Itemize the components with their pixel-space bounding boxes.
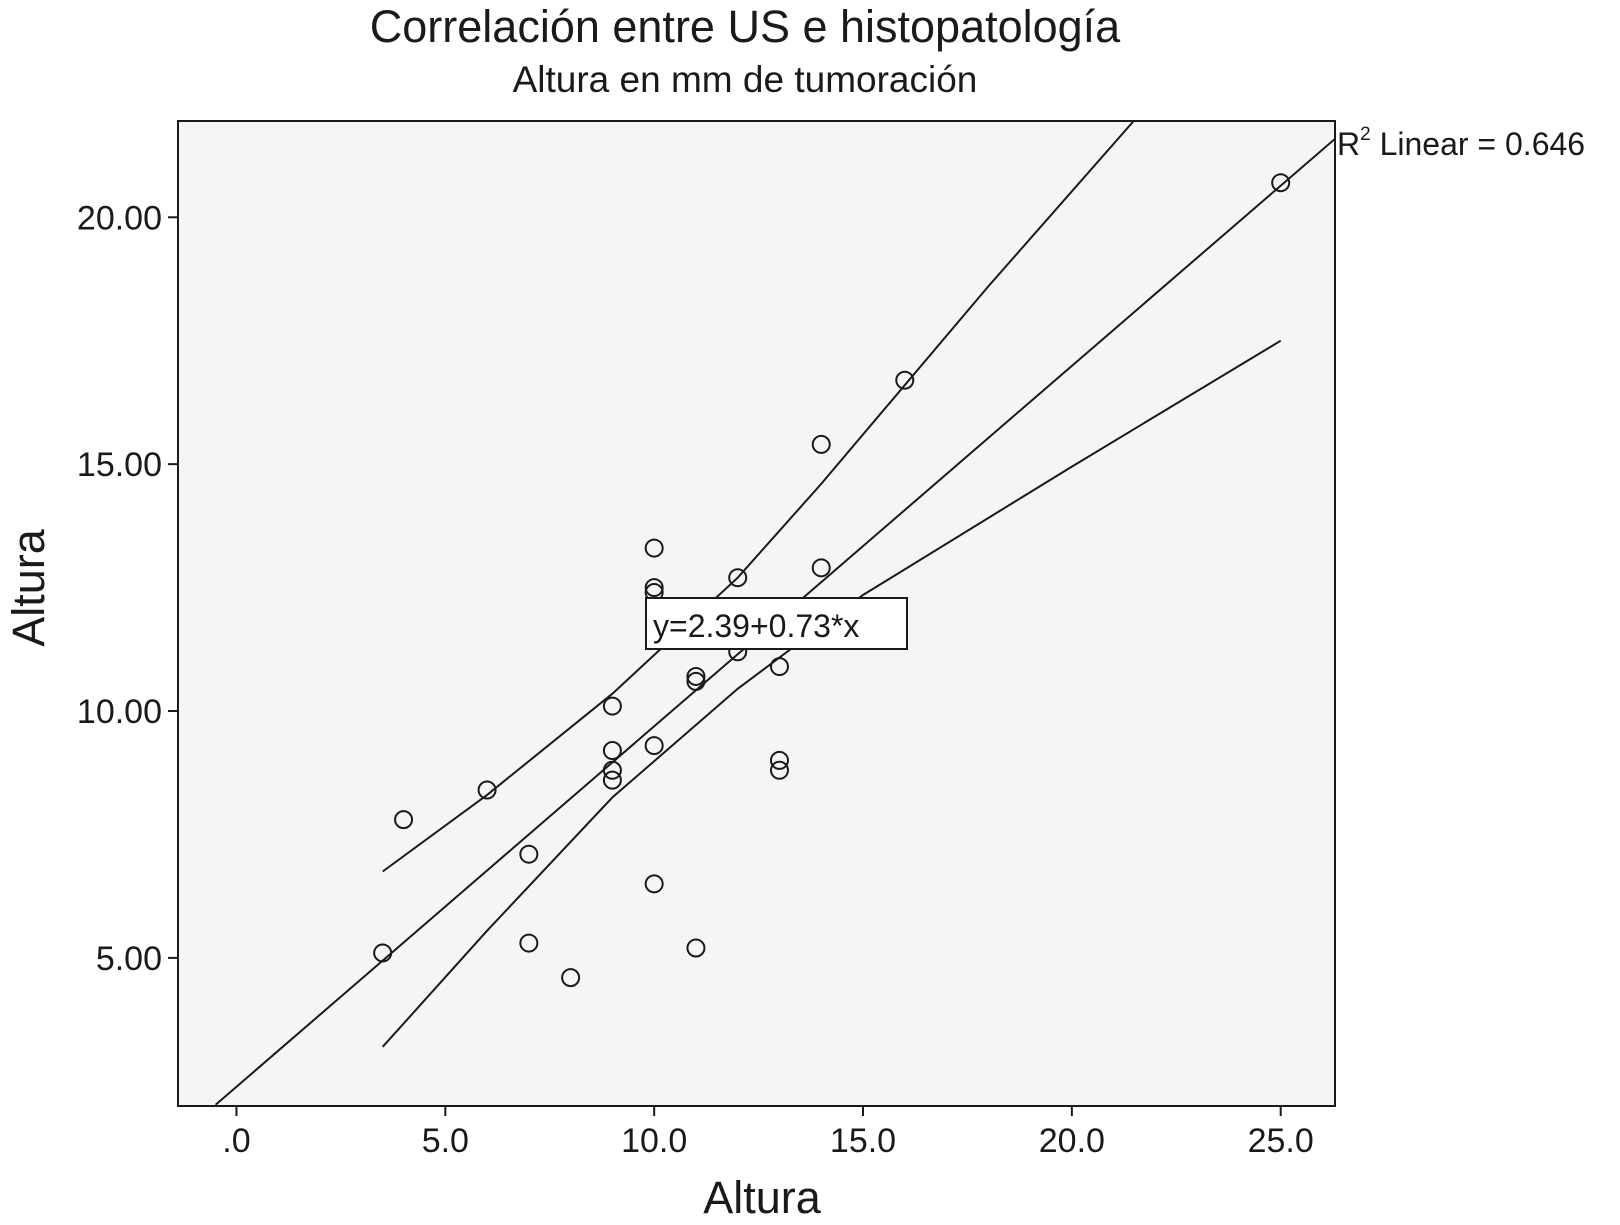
data-point: [686, 671, 706, 691]
data-point: [686, 666, 706, 686]
data-point: [895, 370, 915, 390]
data-point: [519, 933, 539, 953]
data-point: [769, 760, 789, 780]
x-tick-label: 25.0: [1248, 1122, 1314, 1160]
data-point: [769, 657, 789, 677]
y-tick-label: 5.00: [96, 940, 162, 978]
data-point: [728, 568, 748, 588]
x-axis: .0 5.0 10.0 15.0 20.0 25.0: [222, 1106, 1314, 1160]
x-axis-label: Altura: [703, 1172, 822, 1223]
plot-frame: [177, 120, 1336, 1107]
confidence-lower-line: [381, 339, 1282, 1048]
data-point: [602, 696, 622, 716]
data-point: [602, 760, 622, 780]
data-point: [394, 810, 414, 830]
equation-box: [645, 597, 908, 650]
x-tick-label: 10.0: [621, 1122, 687, 1160]
data-point: [1271, 173, 1291, 193]
y-axis: 5.00 10.00 15.00 20.00: [77, 199, 178, 978]
x-tick-label: 5.0: [422, 1122, 469, 1160]
y-tick-label: 20.00: [77, 199, 162, 237]
data-point: [644, 874, 664, 894]
data-point: [561, 968, 581, 988]
data-point: [477, 780, 497, 800]
data-point: [769, 750, 789, 770]
data-point: [644, 538, 664, 558]
data-point: [644, 578, 664, 598]
x-tick-label: .0: [222, 1122, 250, 1160]
data-points: [373, 173, 1291, 988]
r2-label: R2 Linear = 0.646: [1337, 124, 1585, 162]
chart-title: Correlación entre US e histopatología: [370, 1, 1121, 52]
x-tick-label: 20.0: [1039, 1122, 1105, 1160]
y-axis-label: Altura: [3, 528, 54, 647]
x-tick-label: 15.0: [830, 1122, 896, 1160]
data-point: [602, 741, 622, 761]
r2-suffix: Linear = 0.646: [1371, 126, 1585, 162]
data-point: [602, 770, 622, 790]
data-point: [811, 558, 831, 578]
equation-label: y=2.39+0.73*x: [653, 608, 859, 644]
r2-prefix: R: [1337, 126, 1360, 162]
data-point: [811, 434, 831, 454]
data-point: [644, 736, 664, 756]
chart-subtitle: Altura en mm de tumoración: [513, 59, 978, 100]
r2-exponent: 2: [1360, 124, 1371, 145]
equation-annotation: y=2.39+0.73*x: [645, 597, 908, 650]
data-point: [519, 844, 539, 864]
data-point: [686, 938, 706, 958]
confidence-upper-line: [382, 121, 1136, 873]
y-tick-label: 10.00: [77, 693, 162, 731]
data-point: [373, 943, 393, 963]
y-tick-label: 15.00: [77, 446, 162, 484]
